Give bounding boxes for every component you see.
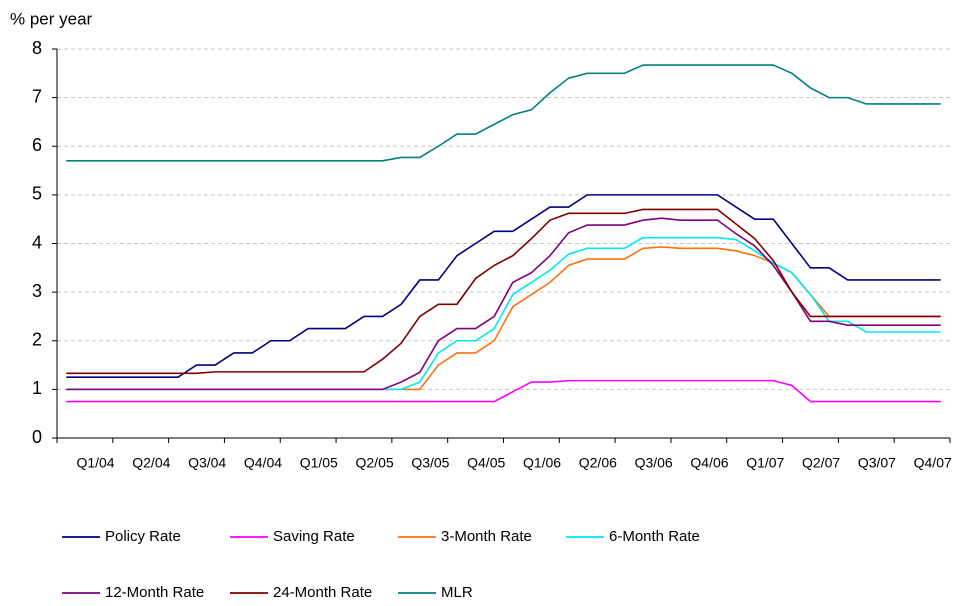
x-tick-label: Q3/06 xyxy=(635,455,673,471)
x-tick-label: Q3/04 xyxy=(188,455,226,471)
series-line xyxy=(66,246,941,391)
x-tick-label: Q4/04 xyxy=(244,455,282,471)
x-tick-label: Q3/05 xyxy=(411,455,449,471)
x-tick-label: Q2/04 xyxy=(132,455,170,471)
y-tick-label: 5 xyxy=(32,184,42,204)
x-tick-label: Q1/04 xyxy=(76,455,114,471)
legend-label: MLR xyxy=(441,584,473,601)
x-tick-label: Q4/06 xyxy=(690,455,728,471)
x-tick-label: Q1/05 xyxy=(300,455,338,471)
x-tick-label: Q2/05 xyxy=(356,455,394,471)
y-tick-label: 0 xyxy=(32,427,42,447)
series-line xyxy=(66,64,941,162)
y-tick-label: 8 xyxy=(32,38,42,58)
y-axis-label: % per year xyxy=(10,9,93,28)
legend-label: 12-Month Rate xyxy=(105,584,204,601)
y-tick-label: 4 xyxy=(32,232,42,252)
legend-label: Policy Rate xyxy=(105,528,181,545)
legend-label: 3-Month Rate xyxy=(441,528,532,545)
x-tick-label: Q2/07 xyxy=(802,455,840,471)
series-line xyxy=(66,379,941,403)
legend-label: Saving Rate xyxy=(273,528,355,545)
y-tick-label: 1 xyxy=(32,378,42,398)
y-tick-label: 3 xyxy=(32,281,42,301)
series-line xyxy=(66,194,941,379)
series-line xyxy=(66,208,941,375)
x-tick-label: Q4/05 xyxy=(467,455,505,471)
x-tick-label: Q1/06 xyxy=(523,455,561,471)
x-tick-label: Q2/06 xyxy=(579,455,617,471)
y-tick-label: 2 xyxy=(32,330,42,350)
y-tick-label: 7 xyxy=(32,86,42,106)
legend-label: 6-Month Rate xyxy=(609,528,700,545)
y-tick-label: 6 xyxy=(32,135,42,155)
legend-label: 24-Month Rate xyxy=(273,584,372,601)
x-tick-label: Q4/07 xyxy=(914,455,952,471)
x-tick-label: Q3/07 xyxy=(858,455,896,471)
x-tick-label: Q1/07 xyxy=(746,455,784,471)
